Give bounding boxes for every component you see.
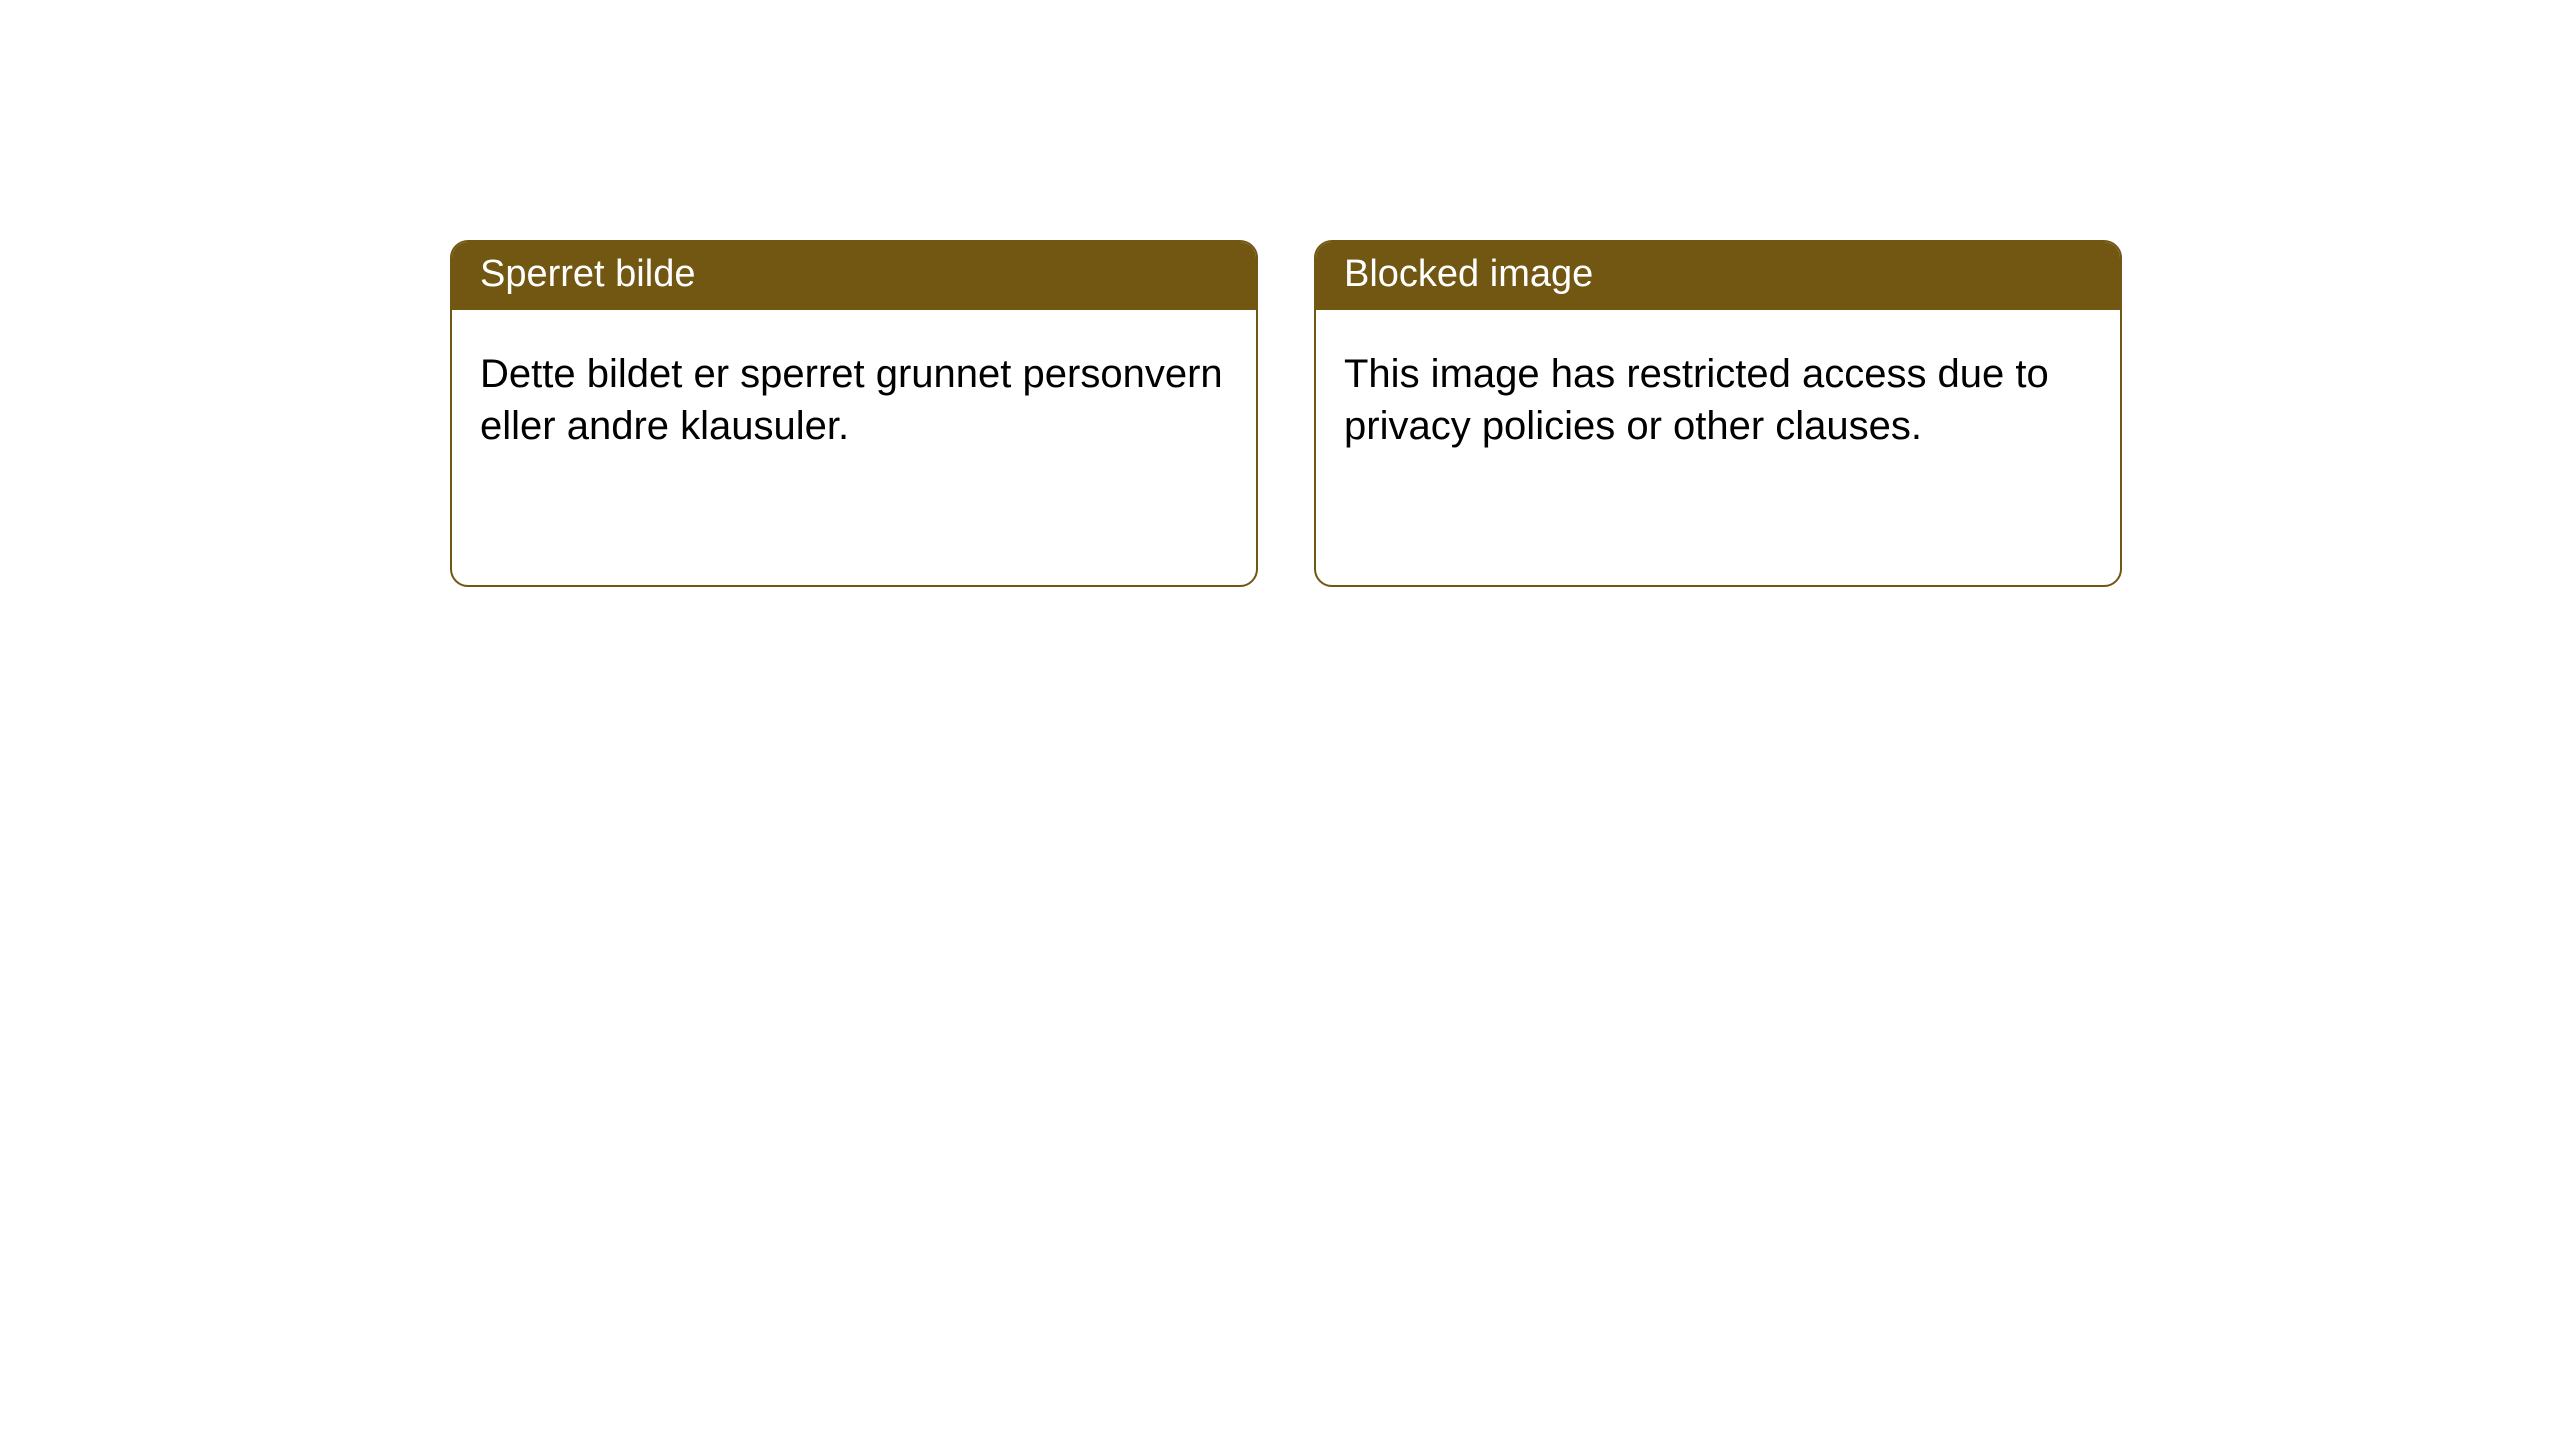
- notice-container: Sperret bilde Dette bildet er sperret gr…: [0, 0, 2560, 587]
- notice-card-norwegian: Sperret bilde Dette bildet er sperret gr…: [450, 240, 1258, 587]
- notice-body-norwegian: Dette bildet er sperret grunnet personve…: [452, 310, 1256, 585]
- notice-body-english: This image has restricted access due to …: [1316, 310, 2120, 585]
- notice-header-english: Blocked image: [1316, 242, 2120, 310]
- notice-card-english: Blocked image This image has restricted …: [1314, 240, 2122, 587]
- notice-header-norwegian: Sperret bilde: [452, 242, 1256, 310]
